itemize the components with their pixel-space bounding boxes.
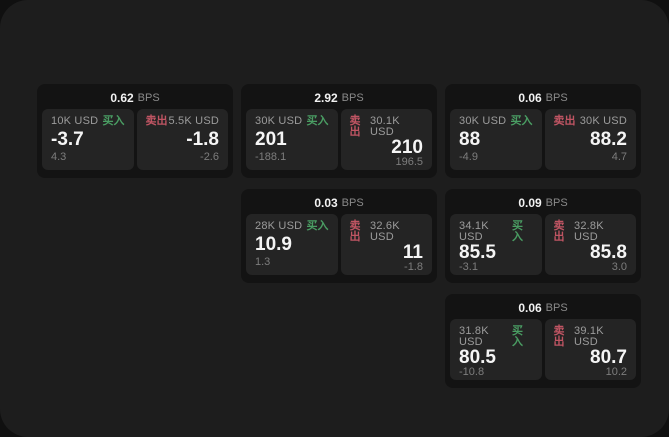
card-header: 0.06 BPS: [450, 294, 636, 319]
sell-price: 85.8: [590, 242, 627, 263]
quote-card: 0.03 BPS 28K USD 买入 10.9 1.3 卖出 32.6K US…: [241, 189, 437, 283]
buy-label: 买入: [102, 115, 125, 127]
buy-panel[interactable]: 30K USD 买入 88 -4.9: [450, 109, 542, 170]
sell-price: 88.2: [590, 129, 627, 150]
sell-label: 卖出: [349, 220, 361, 243]
quote-card-grid: 0.62 BPS 10K USD 买入 -3.7 4.3 卖出 5.5K USD: [37, 84, 641, 388]
sell-panel[interactable]: 卖出 32.6K USD 11 -1.8: [340, 214, 432, 275]
buy-sell-panels: 30K USD 买入 88 -4.9 卖出 30K USD 88.2 4.7: [450, 109, 636, 170]
buy-amount: 30K USD: [255, 115, 303, 127]
buy-amount: 31.8K USD: [459, 325, 489, 348]
bps-unit-label: BPS: [341, 196, 364, 209]
buy-panel[interactable]: 28K USD 买入 10.9 1.3: [246, 214, 338, 275]
buy-sub-value: 1.3: [255, 256, 271, 268]
sell-amount: 32.8K USD: [574, 220, 604, 243]
sell-label: 卖出: [553, 115, 576, 127]
quote-card: 0.06 BPS 31.8K USD 买入 80.5 -10.8 卖出 39.1…: [445, 294, 641, 388]
buy-price: 80.5: [459, 347, 496, 368]
buy-sub-value: -10.8: [459, 366, 485, 378]
buy-label: 买入: [306, 115, 329, 127]
bps-value: 0.06: [518, 90, 542, 105]
sell-sub-value: 4.7: [611, 151, 627, 163]
bps-unit-label: BPS: [545, 301, 568, 314]
sell-price: 210: [391, 137, 423, 158]
bps-unit-label: BPS: [137, 91, 160, 104]
quote-card: 0.06 BPS 30K USD 买入 88 -4.9 卖出 30K USD: [445, 84, 641, 178]
buy-label: 买入: [511, 325, 523, 348]
sell-amount: 30.1K USD: [370, 115, 400, 138]
sell-label: 卖出: [553, 325, 565, 348]
buy-panel[interactable]: 31.8K USD 买入 80.5 -10.8: [450, 319, 542, 380]
buy-amount: 30K USD: [459, 115, 507, 127]
sell-amount: 39.1K USD: [574, 325, 604, 348]
sell-price: 80.7: [590, 347, 627, 368]
buy-label: 买入: [510, 115, 533, 127]
sell-label: 卖出: [349, 115, 361, 138]
buy-sub-value: 4.3: [51, 151, 67, 163]
bps-unit-label: BPS: [341, 91, 364, 104]
buy-sub-value: -188.1: [255, 151, 287, 163]
sell-price: 11: [402, 242, 423, 263]
buy-price: 10.9: [255, 234, 292, 255]
buy-price: 85.5: [459, 242, 496, 263]
sell-panel[interactable]: 卖出 30.1K USD 210 196.5: [340, 109, 432, 170]
bps-value: 0.62: [110, 90, 134, 105]
card-header: 0.09 BPS: [450, 189, 636, 214]
buy-sub-value: -4.9: [459, 151, 478, 163]
buy-price: -3.7: [51, 129, 84, 150]
bps-unit-label: BPS: [545, 196, 568, 209]
buy-price: 201: [255, 129, 287, 150]
buy-sub-value: -3.1: [459, 261, 478, 273]
buy-sell-panels: 31.8K USD 买入 80.5 -10.8 卖出 39.1K USD 80.…: [450, 319, 636, 380]
bps-value: 0.06: [518, 300, 542, 315]
card-header: 0.03 BPS: [246, 189, 432, 214]
bps-value: 0.03: [314, 195, 338, 210]
sell-amount: 32.6K USD: [370, 220, 400, 243]
sell-panel[interactable]: 卖出 39.1K USD 80.7 10.2: [544, 319, 636, 380]
buy-amount: 10K USD: [51, 115, 99, 127]
sell-panel[interactable]: 卖出 30K USD 88.2 4.7: [544, 109, 636, 170]
card-header: 0.62 BPS: [42, 84, 228, 109]
sell-panel[interactable]: 卖出 5.5K USD -1.8 -2.6: [136, 109, 228, 170]
buy-panel[interactable]: 10K USD 买入 -3.7 4.3: [42, 109, 134, 170]
buy-sell-panels: 30K USD 买入 201 -188.1 卖出 30.1K USD 210 1…: [246, 109, 432, 170]
sell-label: 卖出: [145, 115, 168, 127]
sell-label: 卖出: [553, 220, 565, 243]
sell-amount: 30K USD: [579, 115, 627, 127]
sell-sub-value: -2.6: [200, 151, 219, 163]
buy-amount: 28K USD: [255, 220, 303, 232]
quote-card: 2.92 BPS 30K USD 买入 201 -188.1 卖出 30.1K …: [241, 84, 437, 178]
card-header: 0.06 BPS: [450, 84, 636, 109]
quote-card: 0.62 BPS 10K USD 买入 -3.7 4.3 卖出 5.5K USD: [37, 84, 233, 178]
bps-value: 2.92: [314, 90, 338, 105]
bps-unit-label: BPS: [545, 91, 568, 104]
quote-card: 0.09 BPS 34.1K USD 买入 85.5 -3.1 卖出 32.8K…: [445, 189, 641, 283]
buy-label: 买入: [306, 220, 329, 232]
buy-panel[interactable]: 30K USD 买入 201 -188.1: [246, 109, 338, 170]
buy-label: 买入: [511, 220, 523, 243]
buy-price: 88: [459, 129, 481, 150]
buy-sell-panels: 10K USD 买入 -3.7 4.3 卖出 5.5K USD -1.8 -2.…: [42, 109, 228, 170]
buy-sell-panels: 28K USD 买入 10.9 1.3 卖出 32.6K USD 11 -1.8: [246, 214, 432, 275]
bps-value: 0.09: [518, 195, 542, 210]
sell-sub-value: 3.0: [611, 261, 627, 273]
sell-price: -1.8: [186, 129, 219, 150]
buy-panel[interactable]: 34.1K USD 买入 85.5 -3.1: [450, 214, 542, 275]
sell-sub-value: -1.8: [404, 261, 423, 273]
card-header: 2.92 BPS: [246, 84, 432, 109]
sell-panel[interactable]: 卖出 32.8K USD 85.8 3.0: [544, 214, 636, 275]
sell-amount: 5.5K USD: [168, 115, 219, 127]
buy-amount: 34.1K USD: [459, 220, 489, 243]
sell-sub-value: 196.5: [395, 156, 423, 168]
buy-sell-panels: 34.1K USD 买入 85.5 -3.1 卖出 32.8K USD 85.8…: [450, 214, 636, 275]
sell-sub-value: 10.2: [605, 366, 627, 378]
